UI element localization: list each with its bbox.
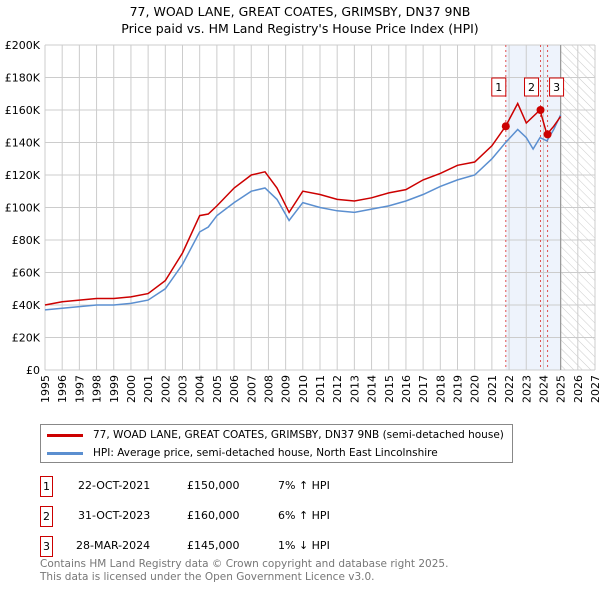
legend: 77, WOAD LANE, GREAT COATES, GRIMSBY, DN… [40, 424, 513, 463]
legend-hpi: HPI: Average price, semi-detached house,… [93, 447, 438, 459]
sale-point [543, 130, 552, 139]
y-tick-label: £180K [5, 72, 41, 85]
chart-title: 77, WOAD LANE, GREAT COATES, GRIMSBY, DN… [129, 4, 471, 19]
chart-subtitle: Price paid vs. HM Land Registry's House … [121, 21, 479, 36]
legend-property: 77, WOAD LANE, GREAT COATES, GRIMSBY, DN… [93, 429, 504, 441]
x-tick-label: 1995 [39, 375, 52, 403]
x-tick-label: 2005 [211, 375, 224, 403]
x-tick-label: 2021 [486, 375, 499, 403]
sale-label: 2 [528, 81, 535, 94]
x-tick-label: 1998 [91, 375, 104, 403]
y-tick-label: £160K [5, 104, 41, 117]
x-tick-label: 2013 [348, 375, 361, 403]
y-tick-label: £200K [5, 39, 41, 52]
sale-label: 1 [495, 81, 502, 94]
y-tick-label: £20K [12, 332, 41, 345]
sale-label-box [491, 77, 507, 97]
x-tick-label: 2020 [469, 375, 482, 403]
sale-row: 1 22-OCT-2021 £150,000 7% ↑ HPI [40, 476, 440, 497]
y-tick-label: £100K [5, 202, 41, 215]
sale-row: 3 28-MAR-2024 £145,000 1% ↓ HPI [40, 536, 440, 557]
y-tick-label: £0 [26, 364, 40, 377]
x-tick-label: 2017 [417, 375, 430, 403]
property-line-swatch [47, 433, 83, 437]
x-tick-label: 2009 [280, 375, 293, 403]
x-tick-label: 2001 [142, 375, 155, 403]
x-tick-label: 2018 [434, 375, 447, 403]
x-tick-label: 2004 [194, 375, 207, 403]
y-tick-label: £60K [12, 267, 41, 280]
sale-point [501, 122, 510, 131]
price-chart: 1995 1996 1997 1998 1999 2000 2001 2002 2003 2004… [5, 39, 600, 403]
x-tick-label: 1996 [56, 375, 69, 403]
x-tick-label: 2003 [177, 375, 190, 403]
sale-date: 31-OCT-2023 [78, 509, 151, 522]
x-tick-label: 2011 [314, 375, 327, 403]
sale-point [536, 106, 545, 114]
x-tick-label: 2002 [159, 375, 172, 403]
sale-price: £145,000 [187, 539, 240, 552]
sale-number-badge: 3 [40, 536, 53, 557]
x-tick-label: 2008 [262, 375, 275, 403]
sale-price: £150,000 [187, 479, 240, 492]
x-tick-label: 2010 [297, 375, 310, 403]
sale-date: 28-MAR-2024 [76, 539, 151, 552]
x-tick-label: 2007 [245, 375, 258, 403]
sale-row: 2 31-OCT-2023 £160,000 6% ↑ HPI [40, 506, 440, 527]
x-tick-label: 2012 [331, 375, 344, 403]
x-tick-label: 2016 [400, 375, 413, 403]
sale-label-box [549, 77, 565, 97]
x-tick-label: 1997 [73, 375, 86, 403]
hpi-line-swatch [47, 451, 83, 455]
x-tick-label: 2023 [520, 375, 533, 403]
y-tick-label: £40K [12, 299, 41, 312]
y-tick-label: £120K [5, 169, 41, 182]
sale-label: 3 [553, 81, 560, 94]
sale-label-box [524, 77, 540, 97]
footer-copyright: Contains HM Land Registry data © Crown c… [40, 558, 449, 570]
x-tick-label: 2022 [503, 375, 516, 403]
x-tick-label: 2006 [228, 375, 241, 403]
sale-hpi-diff: 6% ↑ HPI [278, 509, 330, 522]
property-price-line [44, 101, 562, 306]
x-tick-label: 2000 [125, 375, 138, 403]
x-tick-label: 2014 [366, 375, 379, 403]
x-tick-label: 1999 [108, 375, 121, 403]
sale-hpi-diff: 1% ↓ HPI [278, 539, 330, 552]
sale-price: £160,000 [187, 509, 240, 522]
x-tick-label: 2024 [537, 375, 550, 403]
sale-number-badge: 2 [40, 506, 53, 527]
x-tick-label: 2019 [452, 375, 465, 403]
footer-licence: This data is licensed under the Open Gov… [40, 571, 375, 583]
x-tick-label: 2026 [572, 375, 585, 403]
sale-hpi-diff: 7% ↑ HPI [278, 479, 330, 492]
y-tick-label: £140K [5, 137, 41, 150]
sale-date: 22-OCT-2021 [78, 479, 151, 492]
x-tick-label: 2015 [383, 375, 396, 403]
footer: Contains HM Land Registry data © Crown c… [40, 558, 448, 584]
y-tick-label: £80K [12, 234, 41, 247]
hpi-line [44, 114, 562, 311]
x-tick-label: 2027 [589, 375, 600, 403]
x-tick-label: 2025 [555, 375, 568, 403]
sale-number-badge: 1 [40, 476, 53, 497]
